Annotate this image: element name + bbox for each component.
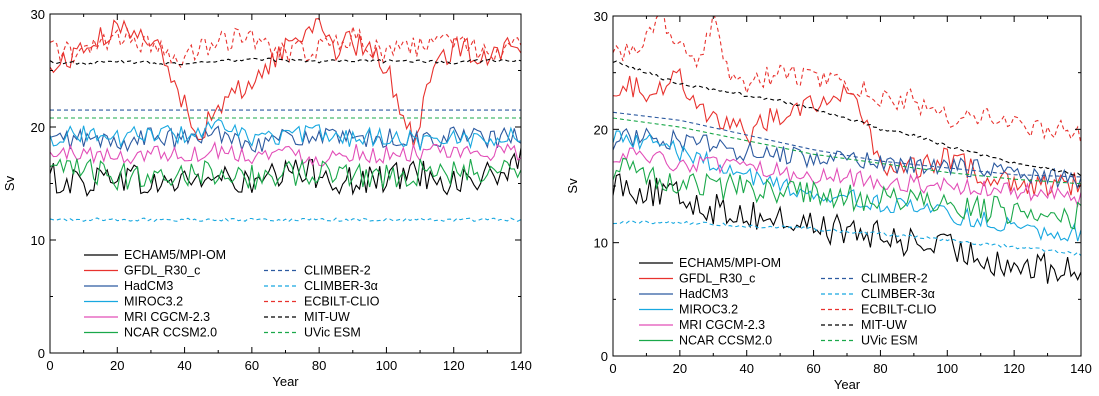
x-tick-label: 60	[806, 361, 820, 376]
series-line-climber-3	[613, 220, 1081, 256]
y-tick-label: 30	[31, 7, 45, 22]
series-line-hadcm3	[613, 127, 1081, 190]
series-line-echam5-mpi-om	[50, 147, 521, 197]
series-line-ncar-ccsm2-0	[50, 158, 521, 192]
legend-label-climber-3: CLIMBER-3α	[861, 287, 935, 301]
series-line-climber-3	[50, 217, 521, 222]
x-tick-label: 140	[510, 358, 532, 373]
x-tick-label: 80	[873, 361, 887, 376]
x-tick-label: 20	[110, 358, 124, 373]
x-tick-label: 40	[739, 361, 753, 376]
legend-label-mit-uw: MIT-UW	[861, 318, 907, 332]
x-tick-label: 120	[443, 358, 465, 373]
legend-label-hadcm3: HadCM3	[124, 279, 173, 293]
legend-label-climber-2: CLIMBER-2	[304, 264, 371, 278]
legend-label-hadcm3: HadCM3	[679, 287, 728, 301]
x-tick-label: 20	[673, 361, 687, 376]
legend-label-climber-3: CLIMBER-3α	[304, 279, 378, 293]
legend-label-gfdl-r30-c: GFDL_R30_c	[124, 264, 200, 278]
y-tick-label: 20	[594, 122, 608, 137]
legend-label-gfdl-r30-c: GFDL_R30_c	[679, 272, 755, 286]
legend-label-ecbilt-clio: ECBILT-CLIO	[861, 303, 937, 317]
legend-label-uvic-esm: UVic ESM	[861, 334, 918, 348]
series-line-hadcm3	[50, 125, 521, 153]
x-tick-label: 40	[177, 358, 191, 373]
y-axis-label: Sv	[565, 178, 580, 194]
legend-label-mit-uw: MIT-UW	[304, 310, 350, 324]
plot-area	[613, 16, 1081, 284]
x-tick-label: 0	[46, 358, 53, 373]
legend-label-ncar-ccsm2-0: NCAR CCSM2.0	[124, 326, 217, 340]
x-tick-label: 0	[609, 361, 616, 376]
series-line-uvic-esm	[613, 117, 1081, 185]
series-line-mit-uw	[50, 57, 521, 66]
series-line-climber-2	[613, 111, 1081, 178]
series-line-ecbilt-clio	[50, 26, 521, 70]
y-tick-label: 10	[594, 236, 608, 251]
legend-label-ecbilt-clio: ECBILT-CLIO	[304, 295, 380, 309]
x-tick-label: 100	[936, 361, 958, 376]
y-tick-label: 20	[31, 120, 45, 135]
series-line-miroc3-2	[50, 118, 521, 152]
y-tick-label: 30	[594, 9, 608, 24]
x-axis-label: Year	[834, 377, 861, 392]
series-line-mri-cgcm-2-3	[613, 147, 1081, 208]
series-line-ncar-ccsm2-0	[613, 157, 1081, 230]
x-tick-label: 100	[376, 358, 398, 373]
series-line-mri-cgcm-2-3	[50, 141, 521, 167]
legend-label-climber-2: CLIMBER-2	[861, 272, 928, 286]
series-line-echam5-mpi-om	[613, 173, 1081, 284]
series-line-gfdl-r30-c	[50, 18, 521, 148]
legend-label-mri-cgcm-2-3: MRI CGCM-2.3	[679, 318, 765, 332]
legend-label-uvic-esm: UVic ESM	[304, 326, 361, 340]
legend-label-ncar-ccsm2-0: NCAR CCSM2.0	[679, 334, 772, 348]
legend-label-mri-cgcm-2-3: MRI CGCM-2.3	[124, 310, 210, 324]
y-tick-label: 0	[601, 349, 608, 364]
chart-left: 0 20 40 60 80 100 120 140 0 10 20 30 Year Sv ECHAM5/MP…	[2, 7, 532, 389]
legend-label-echam5-mpi-om: ECHAM5/MPI-OM	[679, 256, 781, 270]
chart-right: 0 20 40 60 80 100 120 140 0 10 20 30 Year Sv ECHAM5/MP…	[565, 9, 1092, 392]
series-line-miroc3-2	[613, 130, 1081, 242]
x-tick-label: 140	[1070, 361, 1092, 376]
legend-label-echam5-mpi-om: ECHAM5/MPI-OM	[124, 248, 226, 262]
y-tick-label: 0	[38, 346, 45, 361]
series-line-ecbilt-clio	[613, 16, 1081, 145]
x-tick-label: 60	[245, 358, 259, 373]
x-tick-label: 80	[312, 358, 326, 373]
plot-area	[50, 18, 521, 222]
y-tick-label: 10	[31, 233, 45, 248]
x-tick-label: 120	[1003, 361, 1025, 376]
legend-label-miroc3-2: MIROC3.2	[679, 303, 738, 317]
x-axis-label: Year	[272, 374, 299, 389]
y-axis-label: Sv	[2, 175, 17, 191]
legend-label-miroc3-2: MIROC3.2	[124, 295, 183, 309]
series-line-mit-uw	[613, 60, 1081, 177]
